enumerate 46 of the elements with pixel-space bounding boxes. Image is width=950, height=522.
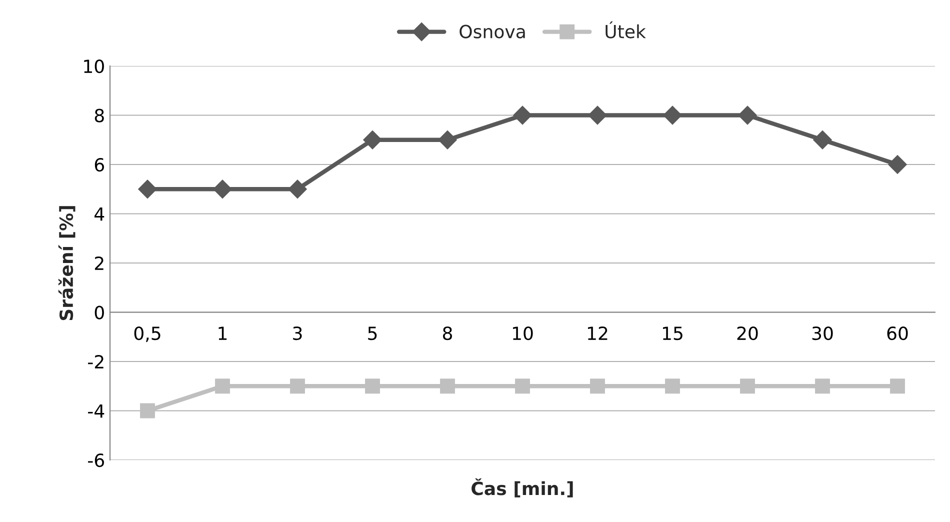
y-tick-label: -6 — [88, 453, 104, 468]
point — [513, 106, 532, 125]
x-tick-label: 1 — [218, 326, 227, 340]
x-tick-label: 0,5 — [134, 326, 160, 342]
y-tick-label: 6 — [94, 158, 104, 172]
x-axis-title: Čas [min.] — [472, 478, 573, 498]
y-tick-label: 10 — [84, 59, 104, 74]
point — [890, 378, 905, 394]
point — [813, 130, 832, 150]
point — [663, 106, 682, 125]
x-tick-label: 20 — [737, 326, 758, 340]
point — [738, 106, 757, 125]
x-tick-label: 12 — [588, 326, 608, 340]
x-tick-label: 10 — [512, 326, 533, 340]
point — [138, 180, 157, 198]
legend-label: Osnova — [460, 24, 525, 38]
point — [515, 378, 530, 394]
point — [588, 106, 607, 125]
legend-label: Útek — [606, 21, 646, 38]
y-tick-label: 2 — [94, 256, 104, 270]
x-tick-label: 5 — [368, 326, 377, 340]
point — [288, 180, 307, 198]
y-tick-label: -4 — [88, 404, 104, 418]
y-tick-label: 4 — [94, 207, 104, 221]
x-tick-label: 60 — [887, 326, 908, 340]
point — [215, 378, 230, 394]
x-tick-label: 15 — [662, 326, 682, 340]
point — [363, 130, 382, 150]
x-tick-label: 30 — [812, 326, 833, 340]
y-axis-title: Srážení [%] — [58, 206, 76, 320]
point — [590, 378, 605, 394]
point — [665, 378, 680, 394]
point — [365, 378, 380, 394]
x-tick-label: 8 — [442, 326, 452, 340]
point — [438, 130, 457, 150]
y-tick-label: 8 — [94, 108, 104, 122]
point — [740, 378, 755, 394]
point — [440, 378, 455, 394]
x-tick-label: 3 — [293, 326, 302, 340]
y-tick-label: 0 — [94, 306, 104, 320]
point — [815, 378, 830, 394]
point — [290, 378, 305, 394]
y-tick-label: -2 — [88, 354, 104, 368]
point — [213, 180, 232, 198]
point — [888, 155, 907, 174]
point — [140, 403, 155, 418]
